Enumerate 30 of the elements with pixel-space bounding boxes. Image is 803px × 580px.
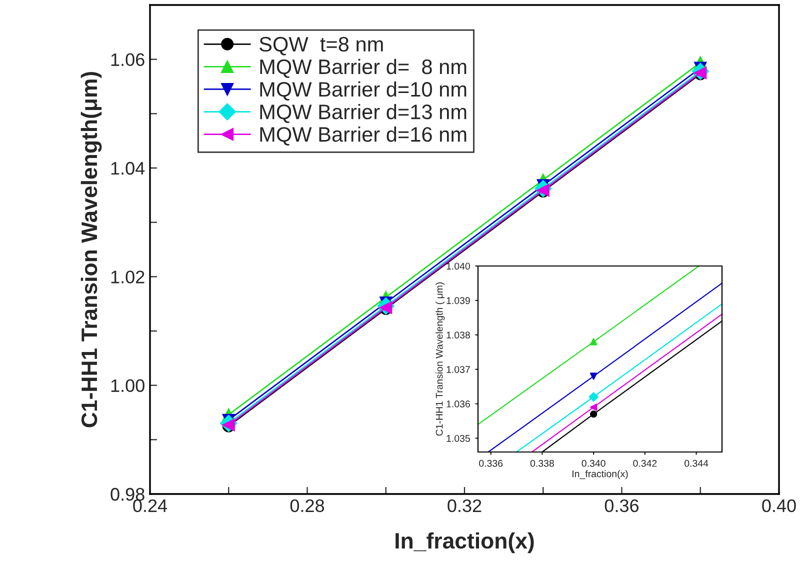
y-tick-label: 1.038: [446, 332, 470, 339]
y-tick-label: 1.06: [111, 53, 144, 66]
x-axis-title: In_fraction(x): [572, 470, 628, 480]
y-tick-label: 1.037: [446, 366, 470, 373]
y-tick-label: 0.98: [110, 488, 144, 501]
legend-label: MQW Barrier d=13 nm: [260, 104, 466, 124]
x-tick-label: 0.24: [133, 499, 168, 512]
x-tick-label: 0.32: [448, 499, 482, 512]
y-axis-title: C1-HH1 Transion Wavelength(μm): [80, 72, 102, 428]
x-tick-label: 0.342: [633, 460, 657, 467]
y-tick-label: 1.039: [446, 297, 470, 304]
y-tick-label: 1.00: [111, 379, 144, 392]
y-tick-label: 1.035: [446, 434, 470, 442]
x-tick-label: 0.344: [684, 460, 708, 467]
x-tick-label: 0.336: [479, 460, 503, 467]
x-tick-label: 0.28: [290, 499, 324, 512]
y-tick-label: 1.02: [111, 270, 144, 284]
legend-label: MQW Barrier d=10 nm: [260, 81, 466, 100]
x-axis-title: In_fraction(x): [396, 532, 534, 554]
legend-label: MQW Barrier d=16 nm: [260, 126, 466, 146]
x-tick-label: 0.338: [530, 460, 554, 467]
x-tick-label: 0.36: [604, 499, 639, 512]
y-tick-label: 1.04: [111, 162, 145, 175]
y-tick-label: 1.036: [446, 400, 470, 408]
x-tick-label: 0.40: [762, 499, 796, 512]
y-axis-title: C1-HH1 Transion Wavelength ( μm): [436, 282, 445, 436]
x-tick-label: 0.340: [582, 460, 606, 467]
y-tick-label: 1.040: [446, 262, 470, 270]
legend-label: MQW Barrier d= 8 nm: [260, 58, 466, 78]
legend-label: SQW t=8 nm: [260, 36, 383, 56]
